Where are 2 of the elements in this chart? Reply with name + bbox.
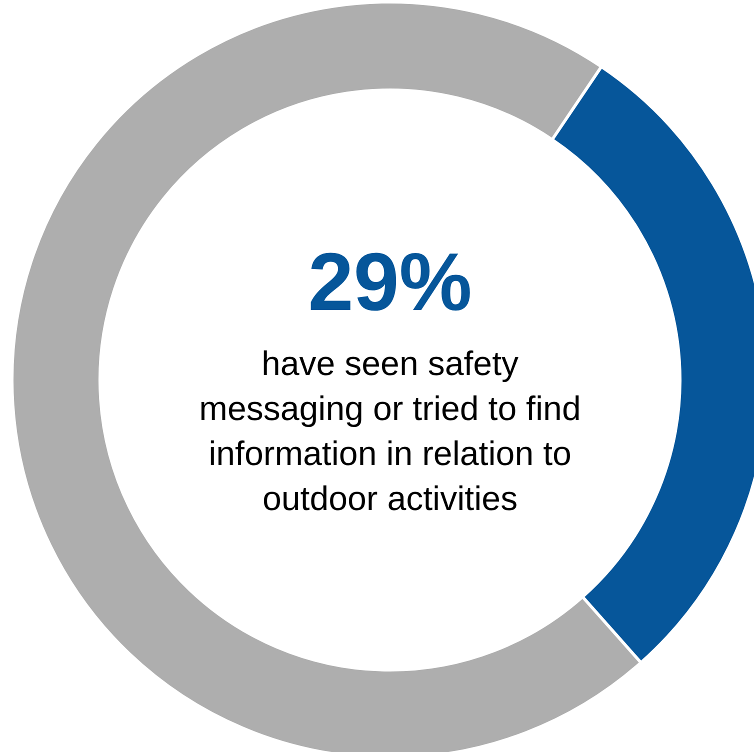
text: have seen safety messaging or tried to find information in relation to outdoor activities xyxy=(199,345,581,518)
text: 29% xyxy=(308,237,472,328)
